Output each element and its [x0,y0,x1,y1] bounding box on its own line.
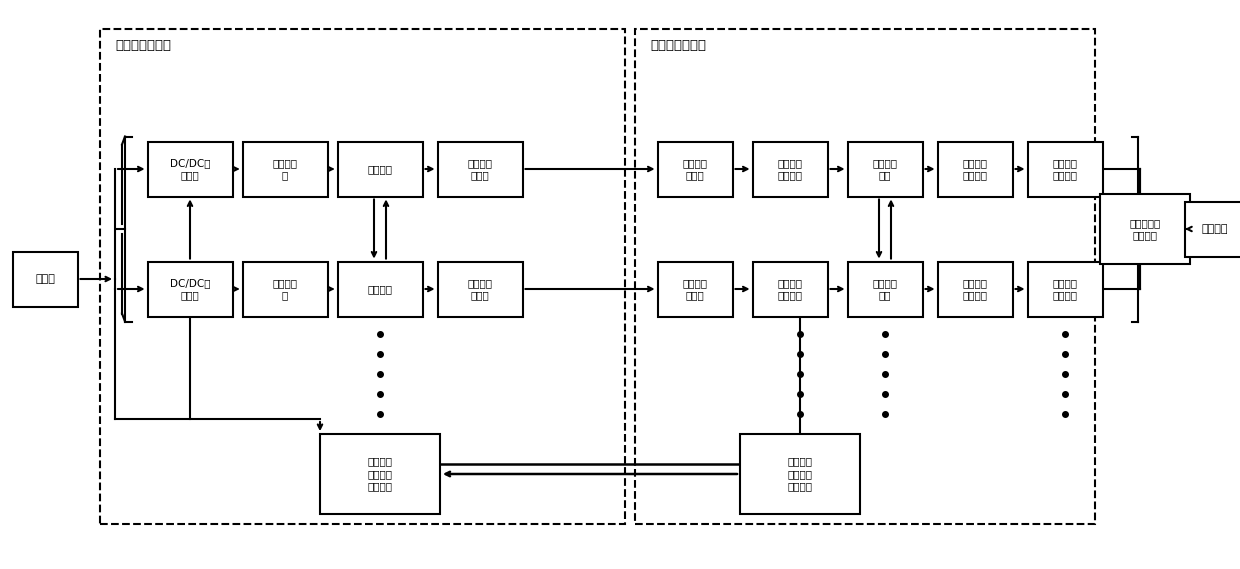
Text: 充电设备: 充电设备 [1202,224,1229,234]
Text: 磁共振接
收天线: 磁共振接 收天线 [682,278,708,300]
Text: 整流滤波
模块: 整流滤波 模块 [873,278,898,300]
Bar [635,29,1095,524]
Text: 磁共振发
射天线: 磁共振发 射天线 [467,158,492,180]
Text: 一级稳压
滤波模块: 一级稳压 滤波模块 [962,158,987,180]
Bar [438,142,522,196]
Text: 功率合成及
协议模块: 功率合成及 协议模块 [1130,218,1161,240]
Bar [740,434,861,514]
Text: 二级稳压
滤波模块: 二级稳压 滤波模块 [1053,278,1078,300]
Bar [1100,194,1190,264]
Text: 接收天线
匹配网络: 接收天线 匹配网络 [777,158,802,180]
Text: DC/DC稳
压模块: DC/DC稳 压模块 [170,278,211,300]
Bar [1028,142,1102,196]
Text: 适配器: 适配器 [35,274,55,284]
Text: 接收天线
匹配网络: 接收天线 匹配网络 [777,278,802,300]
Bar [337,142,423,196]
Text: 整流滤波
模块: 整流滤波 模块 [873,158,898,180]
Bar [12,251,77,307]
Bar [243,142,327,196]
Text: 一级稳压
滤波模块: 一级稳压 滤波模块 [962,278,987,300]
Bar [657,262,733,316]
Text: 匹配网络: 匹配网络 [367,164,393,174]
Text: 射频功放
源: 射频功放 源 [273,158,298,180]
Bar [1028,262,1102,316]
Bar [438,262,522,316]
Bar [243,262,327,316]
Text: 发射端蓝
牙通讯及
控制模块: 发射端蓝 牙通讯及 控制模块 [367,456,393,492]
Bar [320,434,440,514]
Bar [937,262,1013,316]
Bar [753,142,827,196]
Bar [847,262,923,316]
Bar [100,29,625,524]
Text: 磁共振接收模组: 磁共振接收模组 [650,39,706,52]
Bar [148,142,233,196]
Text: 磁共振发
射天线: 磁共振发 射天线 [467,278,492,300]
Bar [937,142,1013,196]
Text: 接收端蓝
牙通讯及
控制模块: 接收端蓝 牙通讯及 控制模块 [787,456,812,492]
Text: 匹配网络: 匹配网络 [367,284,393,294]
Bar [337,262,423,316]
Bar [847,142,923,196]
Bar [148,262,233,316]
Text: 磁共振接
收天线: 磁共振接 收天线 [682,158,708,180]
Text: 射频功放
源: 射频功放 源 [273,278,298,300]
Bar [657,142,733,196]
Bar [1185,201,1240,257]
Bar [753,262,827,316]
Text: 二级稳压
滤波模块: 二级稳压 滤波模块 [1053,158,1078,180]
Text: 磁共振发射模组: 磁共振发射模组 [115,39,171,52]
Text: DC/DC稳
压模块: DC/DC稳 压模块 [170,158,211,180]
